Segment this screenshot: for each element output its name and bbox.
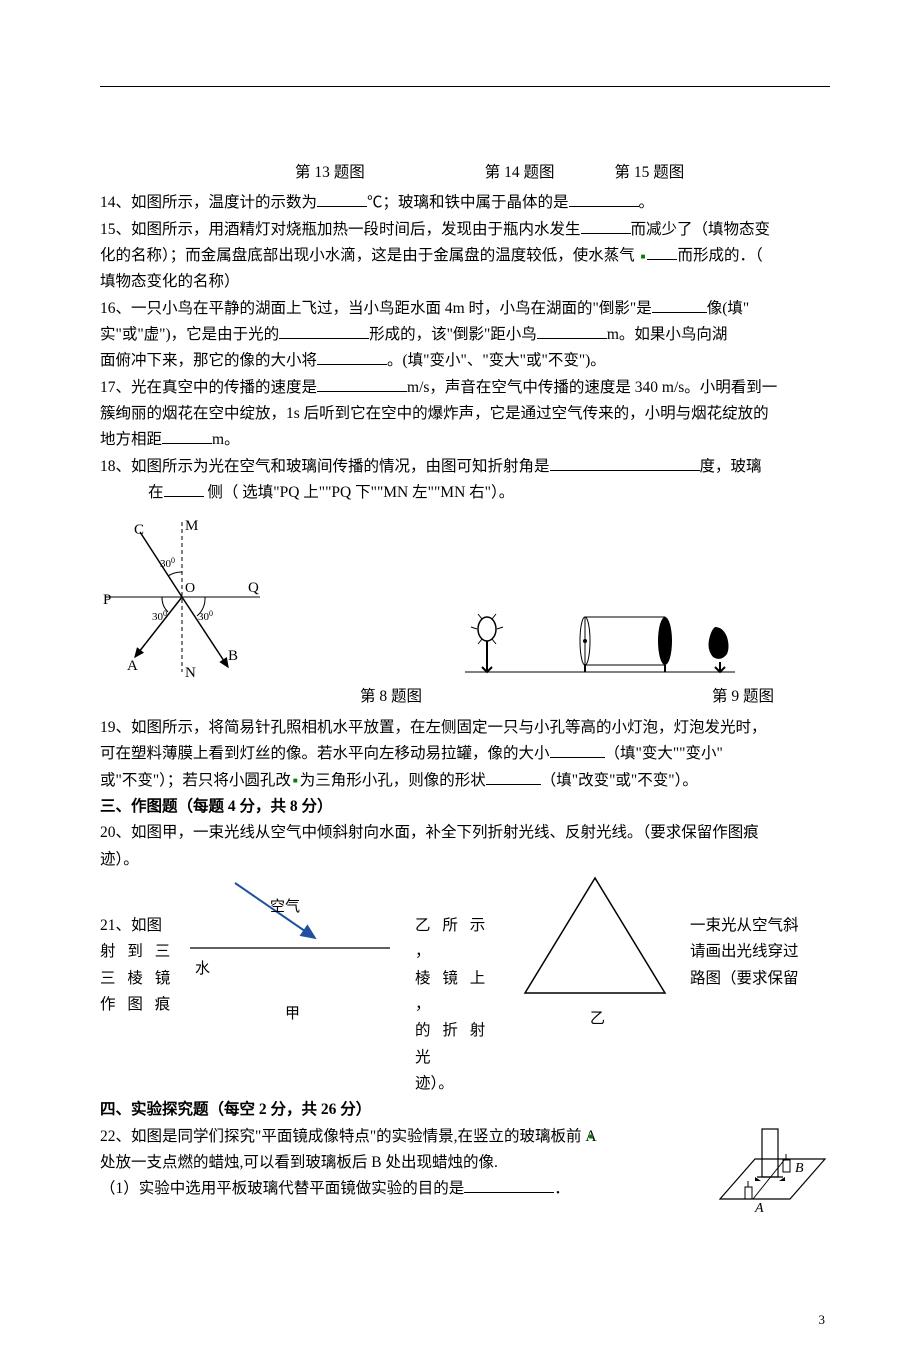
section-3-title: 三、作图题（每题 4 分，共 8 分） (100, 794, 830, 820)
svg-text:A: A (127, 658, 138, 674)
svg-text:P: P (103, 592, 111, 608)
question-14: 14、如图所示，温度计的示数为℃；玻璃和铁中属于晶体的是。 (100, 190, 830, 216)
blank (537, 323, 607, 340)
caption-15: 第 15 题图 (615, 160, 685, 186)
caption-14: 第 14 题图 (485, 160, 555, 186)
question-17: 17、光在真空中的传播的速度是m/s，声音在空气中传播的速度是 340 m/s。… (100, 375, 830, 454)
figure-jia: 空气 水 甲 (175, 873, 405, 1023)
svg-text:300: 300 (160, 556, 175, 571)
svg-text:B: B (228, 648, 238, 664)
q20-21-figure-block: 21、如图 射 到 三 三 棱 镜 作 图 痕 空气 水 甲 (100, 873, 830, 1097)
svg-text:N: N (185, 665, 196, 681)
svg-text:空气: 空气 (270, 898, 300, 915)
caption-8: 第 8 题图 (360, 684, 422, 710)
blank (279, 323, 369, 340)
blank (569, 191, 639, 208)
question-15: 15、如图所示，用酒精灯对烧瓶加热一段时间后，发现由于瓶内水发生而减少了（填物态… (100, 217, 830, 296)
blank (647, 244, 677, 261)
blank (162, 428, 212, 445)
svg-text:A: A (754, 1201, 764, 1216)
figure-8: C M P O Q B A N 300 300 300 (100, 512, 265, 682)
svg-text:300: 300 (152, 609, 167, 624)
svg-text:B: B (795, 1161, 804, 1176)
blank (550, 742, 605, 759)
blank (317, 375, 407, 392)
question-18: 18、如图所示为光在空气和玻璃间传播的情况，由图可知折射角是度，玻璃 在 侧（ … (100, 454, 830, 507)
page-number: 3 (100, 1309, 830, 1331)
blank (317, 349, 387, 366)
figure-9 (465, 602, 735, 682)
svg-text:M: M (185, 518, 198, 534)
figure-22: B A (715, 1124, 830, 1219)
blank (581, 217, 631, 234)
caption-row-1: 第 13 题图 第 14 题图 第 15 题图 (100, 160, 830, 186)
caption-9: 第 9 题图 (712, 684, 774, 710)
dot-icon: ■ (589, 1132, 594, 1141)
svg-text:甲: 甲 (285, 1006, 300, 1022)
blank (486, 768, 541, 785)
blank (652, 296, 707, 313)
figure-yi: 乙 (500, 873, 690, 1033)
question-16: 16、一只小鸟在平静的湖面上飞过，当小鸟距水面 4m 时，小鸟在湖面的"倒影"是… (100, 296, 830, 375)
figure-row: C M P O Q B A N 300 300 300 (100, 512, 830, 682)
blank (164, 481, 204, 498)
svg-text:300: 300 (198, 609, 213, 624)
caption-row-2: 第 8 题图 第 9 题图 (100, 684, 830, 710)
svg-text:水: 水 (195, 960, 210, 977)
question-22: 22、如图是同学们探究"平面镜成像特点"的实验情景,在竖立的玻璃板前 A■ 处放… (100, 1124, 830, 1219)
svg-text:Q: Q (248, 580, 259, 596)
question-19: 19、如图所示，将简易针孔照相机水平放置，在左侧固定一只与小孔等高的小灯泡，灯泡… (100, 715, 830, 794)
blank (317, 191, 367, 208)
caption-13: 第 13 题图 (295, 160, 365, 186)
dot-icon: ■ (293, 776, 298, 785)
section-4-title: 四、实验探究题（每空 2 分，共 26 分） (100, 1097, 830, 1123)
svg-text:C: C (134, 522, 144, 538)
blank (464, 1177, 554, 1194)
blank (550, 454, 700, 471)
svg-text:O: O (185, 581, 195, 596)
dot-icon: ■ (641, 252, 646, 261)
question-20: 20、如图甲，一束光线从空气中倾斜射向水面，补全下列折射光线、反射光线。（要求保… (100, 820, 830, 873)
svg-text:乙: 乙 (590, 1011, 605, 1027)
